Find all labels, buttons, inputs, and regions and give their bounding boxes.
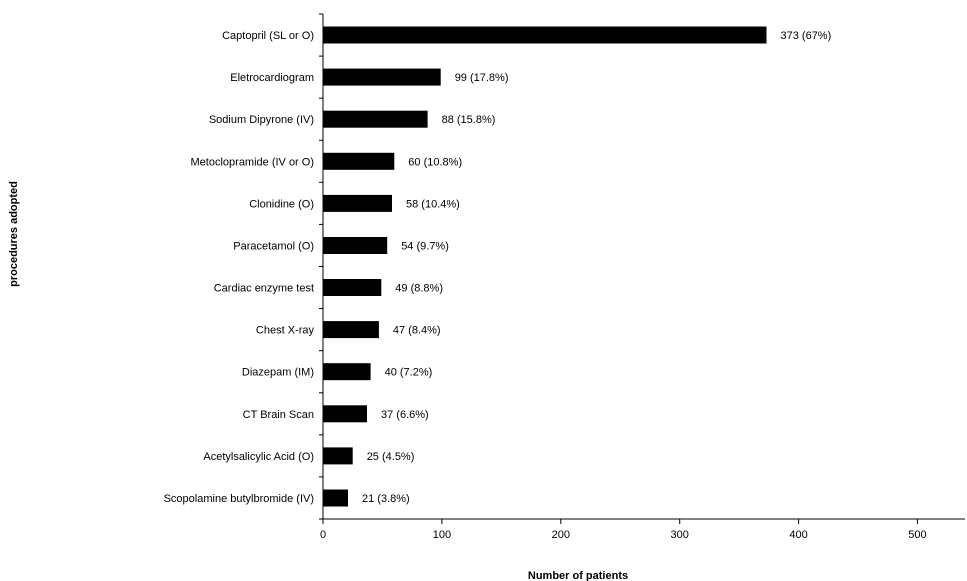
bars-group <box>323 26 767 507</box>
data-label: 25 (4.5%) <box>367 451 415 463</box>
bar <box>323 110 428 128</box>
category-label: Scopolamine butylbromide (IV) <box>164 493 314 505</box>
bar <box>323 447 353 465</box>
category-label: CT Brain Scan <box>243 409 314 421</box>
x-tick-label: 500 <box>908 529 926 541</box>
data-label: 49 (8.8%) <box>395 283 443 295</box>
data-label: 54 (9.7%) <box>401 241 449 253</box>
x-tick-label: 300 <box>671 529 689 541</box>
category-label: Eletrocardiogram <box>230 72 314 84</box>
category-label: Chest X-ray <box>256 325 315 337</box>
category-label: Metoclopramide (IV or O) <box>191 156 314 168</box>
data-label: 37 (6.6%) <box>381 409 429 421</box>
x-axis-ticks: 0 100 200 300 400 500 <box>319 13 927 541</box>
bar <box>323 194 392 212</box>
category-label: Sodium Dipyrone (IV) <box>209 114 314 126</box>
category-label: Clonidine (O) <box>249 198 314 210</box>
data-label: 40 (7.2%) <box>385 367 433 379</box>
category-label: Paracetamol (O) <box>233 241 314 253</box>
x-axis-title: Number of patients <box>528 570 628 581</box>
y-axis-title: procedures adopted <box>8 181 20 287</box>
bar <box>323 489 348 507</box>
bar <box>323 363 371 381</box>
bar <box>323 237 388 254</box>
category-label: Diazepam (IM) <box>242 367 314 379</box>
data-label: 60 (10.8%) <box>408 156 462 168</box>
data-label: 99 (17.8%) <box>455 72 509 84</box>
category-label: Cardiac enzyme test <box>214 283 314 295</box>
category-labels: Captopril (SL or O) Eletrocardiogram Sodiu… <box>164 30 315 505</box>
data-label: 58 (10.4%) <box>406 198 460 210</box>
category-label: Captopril (SL or O) <box>222 30 314 42</box>
bar <box>323 279 382 296</box>
bar <box>323 405 367 423</box>
data-label: 88 (15.8%) <box>442 114 496 126</box>
data-labels: 373 (67%) 99 (17.8%) 88 (15.8%) 60 (10.8%) 5… <box>362 30 831 505</box>
bar <box>323 68 441 86</box>
x-tick-label: 0 <box>320 529 326 541</box>
data-label: 47 (8.4%) <box>393 325 441 337</box>
bar <box>323 321 379 339</box>
x-tick-label: 200 <box>552 529 570 541</box>
data-label: 21 (3.8%) <box>362 493 410 505</box>
bar <box>323 26 767 44</box>
x-tick-label: 400 <box>789 529 807 541</box>
bar <box>323 152 395 170</box>
x-tick-label: 100 <box>433 529 451 541</box>
category-label: Acetylsalicylic Acid (O) <box>203 451 314 463</box>
data-label: 373 (67%) <box>781 30 832 42</box>
